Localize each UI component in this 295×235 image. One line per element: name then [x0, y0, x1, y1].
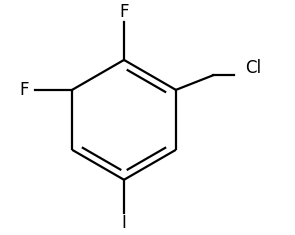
Text: I: I [122, 214, 127, 232]
Text: F: F [119, 3, 129, 21]
Text: F: F [19, 81, 29, 99]
Text: Cl: Cl [245, 59, 261, 77]
